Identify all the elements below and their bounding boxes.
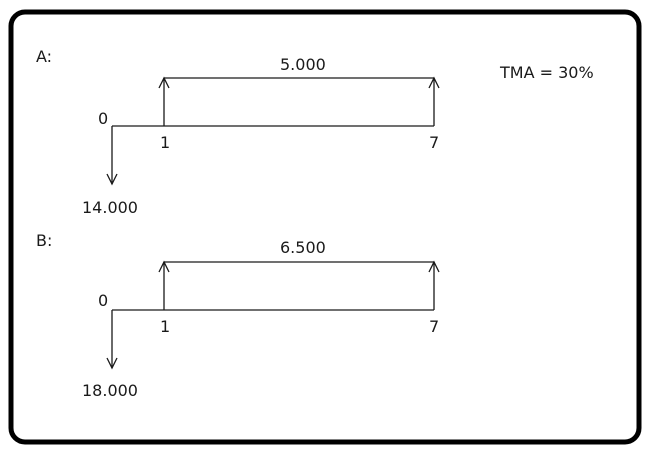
- diagram-b-annuity-label: 6.500: [280, 238, 326, 257]
- diagram-b-inflow-arrowhead-7: [428, 260, 440, 273]
- diagram-a-outflow-arrowhead: [106, 173, 118, 186]
- diagram-b-start-label: 0: [98, 291, 108, 310]
- cash-flow-diagram-b: B: 0 1 7 6.500 18.000: [36, 231, 440, 400]
- diagram-b-outflow-arrowhead: [106, 357, 118, 370]
- diagram-b-period-1-label: 1: [160, 317, 170, 336]
- diagram-a-outflow-label: 14.000: [82, 198, 138, 217]
- diagram-a-period-7-label: 7: [429, 133, 439, 152]
- diagram-a-start-label: 0: [98, 109, 108, 128]
- diagram-a-inflow-arrowhead-1: [158, 76, 170, 89]
- diagram-b-period-7-label: 7: [429, 317, 439, 336]
- diagram-a-inflow-arrowhead-7: [428, 76, 440, 89]
- diagram-b-label: B:: [36, 231, 52, 250]
- diagram-b-outflow-label: 18.000: [82, 381, 138, 400]
- cash-flow-diagram-a: A: 0 1 7 5.000 14.000: [36, 47, 440, 217]
- diagram-a-annuity-label: 5.000: [280, 55, 326, 74]
- diagram-b-inflow-arrowhead-1: [158, 260, 170, 273]
- diagram-a-label: A:: [36, 47, 52, 66]
- tma-label: TMA = 30%: [499, 63, 594, 82]
- diagram-a-period-1-label: 1: [160, 133, 170, 152]
- frame-border: [8, 9, 642, 445]
